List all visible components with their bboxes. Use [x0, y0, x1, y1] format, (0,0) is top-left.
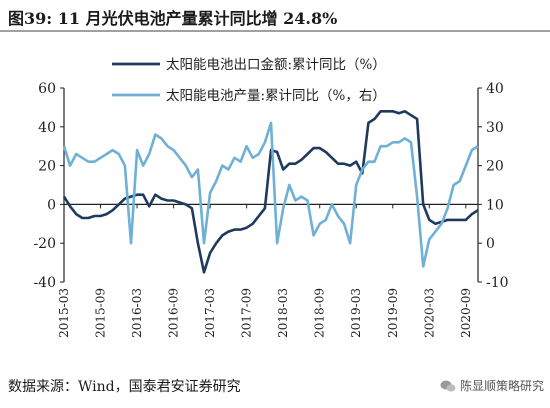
left-y-tick-label: -40 [33, 275, 56, 291]
x-tick-label: 2017-09 [240, 288, 254, 338]
series-lines [62, 110, 479, 274]
left-y-tick-label: 40 [38, 120, 56, 136]
right-y-ticks: -10 0 10 20 30 40 [478, 81, 509, 291]
right-y-tick-label: 30 [486, 120, 504, 136]
figure-title: 图39: 11 月光伏电池产量累计同比增 24.8% [8, 9, 338, 28]
x-tick-label: 2016-09 [167, 288, 181, 338]
x-ticks: 2015-03 2015-09 2016-03 2016-09 2017-03 2017-… [57, 204, 473, 338]
x-tick-label: 2015-03 [57, 288, 71, 338]
wechat-icon [440, 380, 456, 392]
legend: 太阳能电池出口金额:累计同比（%） 太阳能电池产量:累计同比（%，右） [112, 57, 386, 104]
right-y-tick-label: 0 [486, 236, 495, 252]
x-tick-label: 2017-03 [203, 288, 217, 338]
right-y-tick-label: 40 [486, 81, 504, 97]
x-tick-label: 2019-03 [349, 288, 363, 338]
left-y-tick-label: -20 [33, 236, 56, 252]
legend-label-series-1: 太阳能电池出口金额:累计同比（%） [166, 57, 386, 73]
right-y-tick-label: 20 [486, 159, 504, 175]
series-line-2 [62, 121, 479, 268]
left-y-tick-label: 0 [47, 197, 56, 213]
right-y-tick-label: -10 [486, 275, 509, 291]
x-tick-label: 2019-09 [386, 288, 400, 338]
title-divider [0, 30, 550, 32]
right-y-tick-label: 10 [486, 197, 504, 213]
left-y-tick-label: 60 [38, 81, 56, 97]
x-tick-label: 2016-03 [130, 288, 144, 338]
data-source-note: 数据来源：Wind，国泰君安证券研究 [8, 379, 241, 395]
x-tick-label: 2018-09 [313, 288, 327, 338]
watermark: 陈显顺策略研究 [440, 377, 544, 394]
left-y-tick-label: 20 [38, 159, 56, 175]
x-tick-label: 2020-09 [459, 288, 473, 338]
watermark-text: 陈显顺策略研究 [459, 379, 544, 393]
x-tick-label: 2020-03 [422, 288, 436, 338]
left-y-ticks: -40 -20 0 20 40 60 [33, 81, 64, 291]
x-tick-label: 2018-03 [276, 288, 290, 338]
legend-label-series-2: 太阳能电池产量:累计同比（%，右） [166, 88, 386, 104]
x-tick-label: 2015-09 [94, 288, 108, 338]
